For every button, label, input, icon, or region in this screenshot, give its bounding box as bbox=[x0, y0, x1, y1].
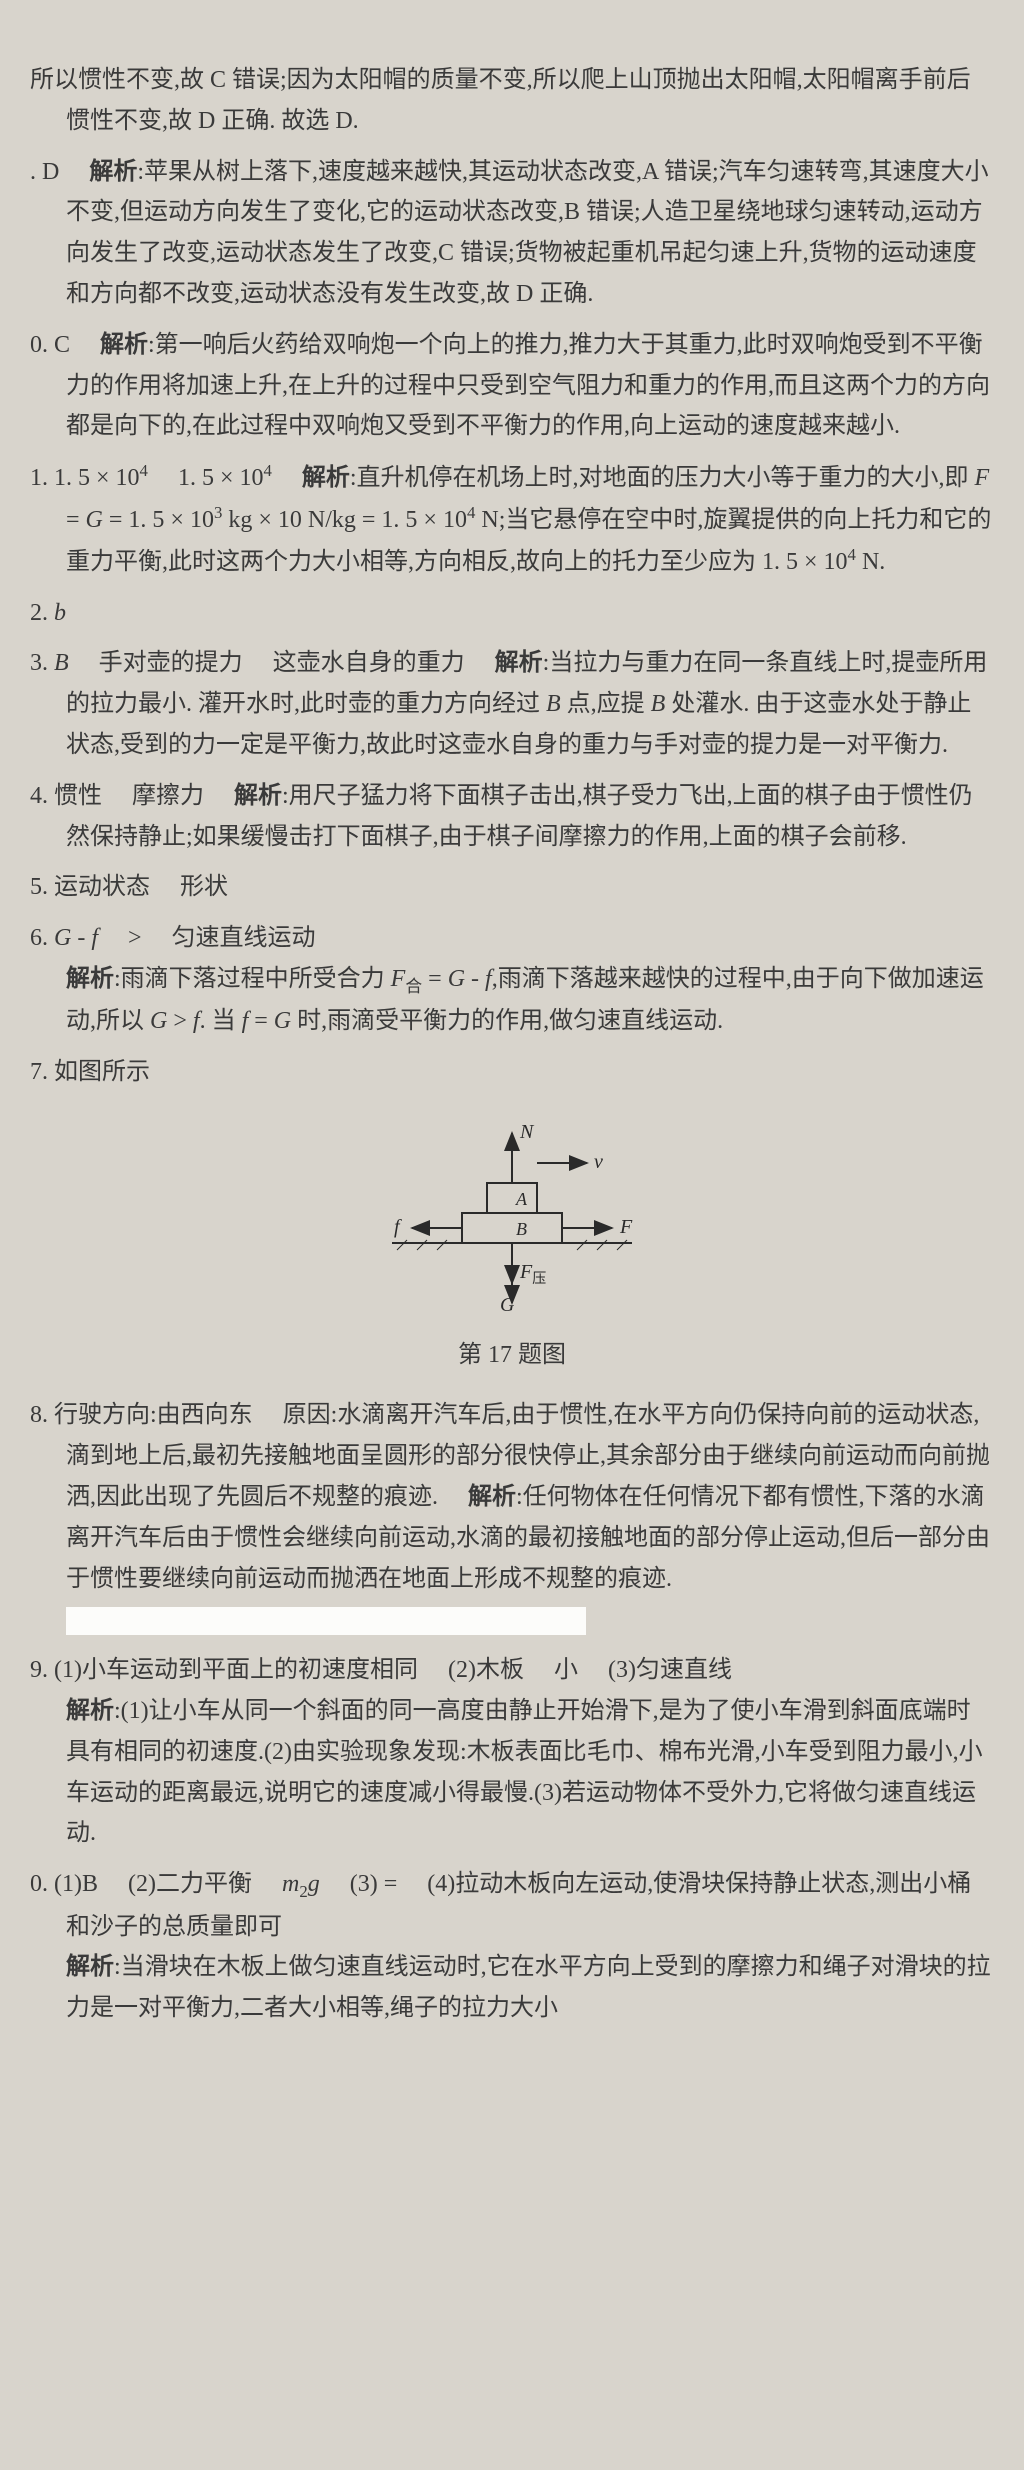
analysis-label: 解析 bbox=[66, 1698, 114, 1724]
question-item: 0. (1)B (2)二力平衡 m2g (3) = (4)拉动木板向左运动,使滑… bbox=[30, 1864, 994, 2029]
item-num: 6. bbox=[30, 925, 48, 951]
question-item: 0. C 解析:第一响后火药给双响炮一个向上的推力,推力大于其重力,此时双响炮受… bbox=[30, 325, 994, 447]
formula: f bbox=[91, 925, 98, 951]
sub-answer: 小 bbox=[554, 1657, 578, 1683]
label-A: A bbox=[515, 1189, 528, 1209]
question-item: 1. 1. 5 × 104 1. 5 × 104 解析:直升机停在机场上时,对地… bbox=[30, 457, 994, 582]
formula: m2g bbox=[282, 1871, 320, 1897]
text: 所以惯性不变,故 C 错误;因为太阳帽的质量不变,所以爬上山顶抛出太阳帽,太阳帽… bbox=[30, 67, 971, 134]
blank: 匀速直线运动 bbox=[172, 925, 316, 951]
question-item: 6. G - f > 匀速直线运动 解析:雨滴下落过程中所受合力 F合 = G … bbox=[30, 918, 994, 1042]
text: :雨滴下落过程中所受合力 F合 = G - f,雨滴下落越来越快的过程中,由于向… bbox=[66, 966, 984, 1034]
question-item: 7. 如图所示 bbox=[30, 1052, 994, 1093]
label-N: N bbox=[519, 1121, 535, 1143]
reason-label: 原因 bbox=[283, 1402, 331, 1428]
label-G: G bbox=[500, 1294, 515, 1313]
blank: 手对壶的提力 bbox=[99, 650, 243, 676]
item-num: 0. bbox=[30, 332, 48, 358]
item-num: 8. bbox=[30, 1402, 48, 1428]
force-diagram: N v A B f F F压 G bbox=[372, 1113, 652, 1313]
answer: b bbox=[54, 600, 66, 626]
text: :(1)让小车从同一个斜面的同一高度由静止开始滑下,是为了使小车滑到斜面底端时具… bbox=[66, 1698, 983, 1846]
text: :当滑块在木板上做匀速直线运动时,它在水平方向上受到的摩擦力和绳子对滑块的拉力是… bbox=[66, 1954, 991, 2021]
answer: D bbox=[42, 159, 59, 185]
question-item: 9. (1)小车运动到平面上的初速度相同 (2)木板 小 (3)匀速直线 解析:… bbox=[30, 1650, 994, 1854]
item-num: 4. bbox=[30, 783, 48, 809]
label-F: F bbox=[619, 1216, 633, 1238]
item-num: 7. bbox=[30, 1059, 48, 1085]
text: :苹果从树上落下,速度越来越快,其运动状态改变,A 错误;汽车匀速转弯,其速度大… bbox=[66, 159, 989, 307]
item-num: 0. bbox=[30, 1871, 48, 1897]
analysis-label: 解析 bbox=[66, 966, 114, 992]
formula: G bbox=[54, 925, 71, 951]
question-item: 5. 运动状态 形状 bbox=[30, 867, 994, 908]
formula: 1. 5 × 104 bbox=[178, 465, 272, 491]
analysis-label: 解析 bbox=[468, 1484, 516, 1510]
blank: 这壶水自身的重力 bbox=[273, 650, 465, 676]
sub-answer: (2)木板 bbox=[448, 1657, 524, 1683]
text: :第一响后火药给双响炮一个向上的推力,推力大于其重力,此时双响炮受到不平衡力的作… bbox=[66, 332, 990, 440]
blank: 如图所示 bbox=[54, 1059, 150, 1085]
item-num: 5. bbox=[30, 874, 48, 900]
item-num: 9. bbox=[30, 1657, 48, 1683]
diagram-caption: 第 17 题图 bbox=[30, 1335, 994, 1376]
blank: 运动状态 bbox=[54, 874, 150, 900]
analysis-label: 解析 bbox=[66, 1954, 114, 1980]
blank: 惯性 bbox=[54, 783, 102, 809]
question-item: 8. 行驶方向:由西向东 原因:水滴离开汽车后,由于惯性,在水平方向仍保持向前的… bbox=[30, 1395, 994, 1640]
redacted-box bbox=[66, 1607, 586, 1635]
question-item: 3. B 手对壶的提力 这壶水自身的重力 解析:当拉力与重力在同一条直线上时,提… bbox=[30, 643, 994, 765]
label-B: B bbox=[516, 1219, 527, 1239]
analysis-label: 解析 bbox=[495, 650, 543, 676]
question-item: . D 解析:苹果从树上落下,速度越来越快,其运动状态改变,A 错误;汽车匀速转… bbox=[30, 152, 994, 315]
analysis-label: 解析 bbox=[89, 159, 137, 185]
continuation-text: 所以惯性不变,故 C 错误;因为太阳帽的质量不变,所以爬上山顶抛出太阳帽,太阳帽… bbox=[30, 60, 994, 142]
blank: 行驶方向:由西向东 bbox=[54, 1402, 253, 1428]
sub-answer: (1)小车运动到平面上的初速度相同 bbox=[54, 1657, 418, 1683]
analysis-label: 解析 bbox=[100, 332, 148, 358]
analysis-label: 解析 bbox=[302, 465, 350, 491]
analysis-label: 解析 bbox=[234, 783, 282, 809]
item-num: . bbox=[30, 159, 36, 185]
answer: B bbox=[54, 650, 69, 676]
formula: 1. 5 × 104 bbox=[54, 465, 148, 491]
question-item: 4. 惯性 摩擦力 解析:用尺子猛力将下面棋子击出,棋子受力飞出,上面的棋子由于… bbox=[30, 776, 994, 858]
diagram-container: N v A B f F F压 G 第 17 题图 bbox=[30, 1113, 994, 1376]
sub-answer: (1)B bbox=[54, 1871, 98, 1897]
item-num: 1. bbox=[30, 465, 48, 491]
blank: 摩擦力 bbox=[132, 783, 204, 809]
answer: C bbox=[54, 332, 70, 358]
sub-answer: (3)匀速直线 bbox=[608, 1657, 732, 1683]
blank: > bbox=[128, 925, 142, 951]
label-Fya: F压 bbox=[519, 1261, 546, 1287]
label-f: f bbox=[394, 1216, 402, 1238]
sub-answer: (2)二力平衡 bbox=[128, 1871, 252, 1897]
question-item: 2. b bbox=[30, 593, 994, 634]
label-v: v bbox=[594, 1151, 603, 1173]
sub-answer: (3) = bbox=[350, 1871, 398, 1897]
item-num: 3. bbox=[30, 650, 48, 676]
blank: 形状 bbox=[180, 874, 228, 900]
item-num: 2. bbox=[30, 600, 48, 626]
